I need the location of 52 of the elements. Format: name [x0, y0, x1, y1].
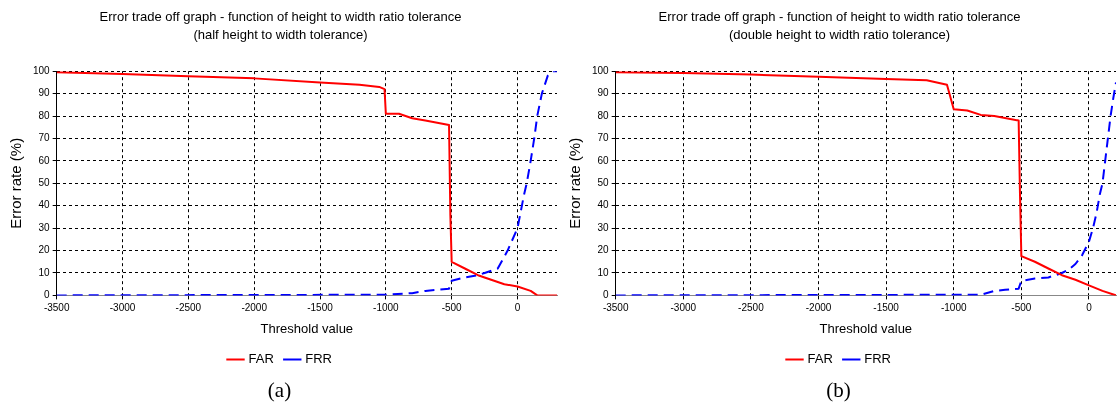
y-tick-label: 0	[44, 289, 51, 301]
chart-subtitle: (double height to width ratio tolerance)	[728, 26, 951, 42]
y-tick-label: 80	[597, 109, 610, 121]
x-axis-title: Threshold value	[819, 320, 913, 336]
y-tick-label: 30	[38, 221, 51, 233]
y-tick-label: 100	[592, 64, 610, 76]
y-tick-label: 70	[38, 132, 51, 144]
chart-subtitle: (half height to width tolerance)	[193, 26, 368, 42]
y-tick-label: 90	[597, 87, 610, 99]
legend-label: FAR	[248, 351, 274, 367]
x-axis-title: Threshold value	[260, 320, 354, 336]
x-tick-label: -3000	[670, 302, 697, 314]
legend-label: FRR	[305, 351, 332, 367]
x-tick-label: -2500	[175, 302, 202, 314]
legend-label: FRR	[864, 351, 891, 367]
legend-label: FAR	[807, 351, 833, 367]
x-tick-label: -1000	[940, 302, 967, 314]
x-tick-label: -3500	[43, 302, 70, 314]
y-tick-label: 90	[38, 87, 51, 99]
y-tick-label: 80	[38, 109, 51, 121]
x-tick-label: -2500	[738, 302, 765, 314]
x-tick-label: -2000	[805, 302, 832, 314]
chart-title: Error trade off graph - function of height to width ratio tolerance	[658, 9, 1021, 25]
y-tick-label: 60	[597, 154, 610, 166]
x-tick-label: -1500	[307, 302, 334, 314]
x-tick-label: 0	[514, 302, 521, 314]
x-tick-label: -500	[441, 302, 463, 314]
x-tick-label: 0	[1086, 302, 1093, 314]
y-tick-label: 0	[603, 289, 610, 301]
y-tick-label: 20	[38, 244, 51, 256]
x-tick-label: -3000	[109, 302, 136, 314]
x-tick-label: -1000	[373, 302, 400, 314]
x-tick-label: -3500	[602, 302, 629, 314]
y-tick-label: 70	[597, 132, 610, 144]
x-tick-label: -1500	[873, 302, 900, 314]
x-tick-label: -500	[1011, 302, 1032, 314]
y-axis-title: Error rate (%)	[7, 137, 25, 229]
x-tick-label: -2000	[241, 302, 268, 314]
y-tick-label: 30	[597, 221, 610, 233]
y-tick-label: 50	[597, 177, 610, 189]
y-tick-label: 60	[38, 154, 51, 166]
y-tick-label: 100	[33, 64, 51, 76]
y-tick-label: 40	[38, 199, 51, 211]
y-tick-label: 50	[38, 177, 51, 189]
text: (b)	[825, 378, 852, 403]
chart-title: Error trade off graph - function of height to width ratio tolerance	[99, 9, 462, 25]
text: (a)	[266, 378, 293, 403]
y-tick-label: 10	[597, 266, 610, 278]
y-tick-label: 40	[597, 199, 610, 211]
y-axis-title: Error rate (%)	[566, 137, 584, 229]
y-tick-label: 10	[38, 266, 51, 278]
y-tick-label: 20	[597, 244, 610, 256]
